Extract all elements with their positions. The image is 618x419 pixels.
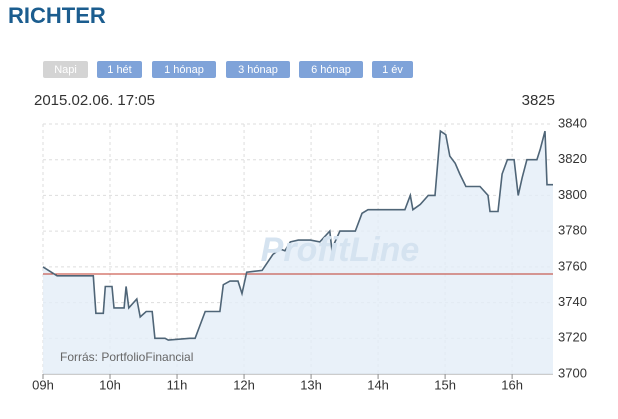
- y-tick-label: 3820: [558, 151, 587, 166]
- y-tick-label: 3720: [558, 330, 587, 345]
- range-button-label[interactable]: 6 hónap: [311, 64, 351, 76]
- y-tick-label: 3760: [558, 258, 587, 273]
- source-note: Forrás: PortfolioFinancial: [60, 350, 193, 364]
- x-tick-label: 11h: [167, 377, 188, 392]
- x-tick-label: 13h: [300, 377, 322, 392]
- datetime: 2015.02.06. 17:05: [34, 92, 155, 109]
- y-tick-label: 3700: [558, 365, 587, 380]
- range-button[interactable]: [372, 61, 413, 78]
- x-tick-label: 14h: [367, 377, 389, 392]
- button-bar: Napi 1 hét 1 hónap 3 hónap 6 hónap 1 év: [43, 61, 413, 78]
- x-tick-label: 09h: [32, 377, 54, 392]
- y-tick-label: 3840: [558, 115, 587, 130]
- range-button[interactable]: [226, 61, 290, 78]
- last-price: 3825: [522, 92, 555, 109]
- x-tick-label: 16h: [501, 377, 523, 392]
- x-tick-label: 12h: [233, 377, 255, 392]
- x-tick-label: 10h: [99, 377, 121, 392]
- range-button-label[interactable]: 1 hét: [107, 64, 131, 76]
- range-button-label[interactable]: 3 hónap: [238, 64, 278, 76]
- range-button-label[interactable]: 1 hónap: [164, 64, 204, 76]
- x-tick-label: 15h: [434, 377, 456, 392]
- range-button[interactable]: [299, 61, 363, 78]
- watermark: ProfitLine: [261, 231, 420, 269]
- range-button[interactable]: [97, 61, 142, 78]
- price-line: [42, 129, 553, 341]
- range-button-label[interactable]: Napi: [54, 64, 77, 76]
- y-tick-label: 3780: [558, 223, 587, 238]
- range-button[interactable]: [152, 61, 216, 78]
- range-button[interactable]: [43, 61, 88, 78]
- range-button-label[interactable]: 1 év: [382, 64, 403, 76]
- y-tick-label: 3740: [558, 294, 587, 309]
- page-title: RICHTER: [8, 3, 106, 28]
- y-tick-label: 3800: [558, 187, 587, 202]
- area: [43, 131, 553, 374]
